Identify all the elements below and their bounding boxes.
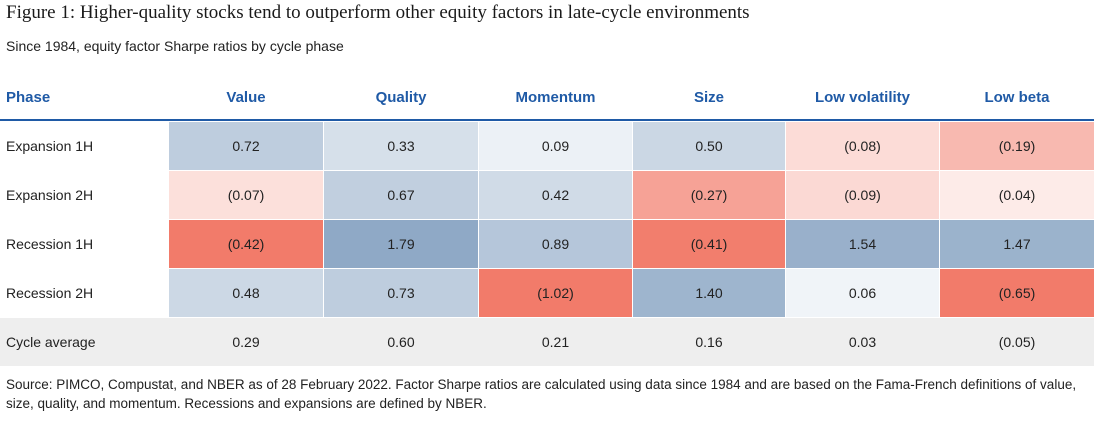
factor-sharpe-table: Phase Value Quality Momentum Size Low vo…	[0, 76, 1094, 366]
cell-cycle-average-size: 0.16	[695, 334, 723, 350]
cell-expansion-1h-low-volatility: (0.08)	[786, 122, 939, 170]
cell-recession-2h-low-volatility: 0.06	[786, 269, 939, 317]
table-row-recession-1h: Recession 1H (0.42) 1.79 0.89 (0.41) 1.54 1.47	[0, 220, 1094, 268]
cell-recession-1h-value: (0.42)	[169, 220, 323, 268]
cell-recession-1h-low-beta: 1.47	[940, 220, 1094, 268]
cell-expansion-2h-size: (0.27)	[633, 171, 785, 219]
cell-cycle-average-momentum: 0.21	[541, 334, 570, 350]
cell-expansion-1h-value: 0.72	[169, 122, 323, 170]
chart-subtitle: Since 1984, equity factor Sharpe ratios …	[6, 38, 344, 54]
table-header-row: Phase Value Quality Momentum Size Low vo…	[0, 76, 1094, 121]
header-low-volatility: Low volatility	[814, 89, 910, 106]
cell-cycle-average-low-volatility: 0.03	[848, 334, 877, 350]
cell-expansion-2h-low-volatility: (0.09)	[786, 171, 939, 219]
header-size: Size	[693, 89, 724, 106]
table-row-cycle-average: Cycle average 0.29 0.60 0.21 0.16 0.03 (0.05)	[0, 318, 1094, 366]
header-phase: Phase	[6, 89, 51, 106]
chart-title: Figure 1: Higher-quality stocks tend to …	[6, 2, 750, 23]
cell-recession-1h-quality: 1.79	[324, 220, 478, 268]
header-momentum: Momentum	[515, 89, 596, 106]
header-low-beta: Low beta	[984, 89, 1050, 106]
table-body: Expansion 1H 0.72 0.33 0.09 0.50 (0.08) (0.19)…	[0, 122, 1094, 366]
cell-recession-2h-size: 1.40	[633, 269, 785, 317]
row-label-cycle-average: Cycle average	[6, 334, 96, 350]
cell-expansion-2h-quality: 0.67	[324, 171, 478, 219]
source-footnote: Source: PIMCO, Compustat, and NBER as of…	[6, 377, 1077, 411]
row-label-expansion-1h: Expansion 1H	[6, 138, 94, 154]
cell-cycle-average-quality: 0.60	[387, 334, 415, 350]
cell-expansion-1h-momentum: 0.09	[479, 122, 632, 170]
table-row-expansion-2h: Expansion 2H (0.07) 0.67 0.42 (0.27) (0.09) (0…	[0, 171, 1094, 219]
cell-recession-1h-size: (0.41)	[633, 220, 785, 268]
cell-expansion-1h-size: 0.50	[633, 122, 785, 170]
cell-recession-2h-quality: 0.73	[324, 269, 478, 317]
cell-recession-2h-value: 0.48	[169, 269, 323, 317]
table-row-expansion-1h: Expansion 1H 0.72 0.33 0.09 0.50 (0.08) (0.19)	[0, 122, 1094, 170]
cell-expansion-2h-low-beta: (0.04)	[940, 171, 1094, 219]
cell-cycle-average-low-beta: (0.05)	[998, 334, 1036, 350]
row-label-recession-2h: Recession 2H	[6, 285, 94, 301]
cell-expansion-2h-value: (0.07)	[169, 171, 323, 219]
header-value: Value	[226, 89, 266, 106]
cell-cycle-average-value: 0.29	[232, 334, 260, 350]
header-quality: Quality	[375, 89, 427, 106]
cell-expansion-1h-low-beta: (0.19)	[940, 122, 1094, 170]
cell-expansion-2h-momentum: 0.42	[479, 171, 632, 219]
row-label-recession-1h: Recession 1H	[6, 236, 94, 252]
table-row-recession-2h: Recession 2H 0.48 0.73 (1.02) 1.40 0.06 (0.65)	[0, 269, 1094, 317]
cell-recession-2h-low-beta: (0.65)	[940, 269, 1094, 317]
cell-recession-1h-momentum: 0.89	[479, 220, 632, 268]
cell-recession-1h-low-volatility: 1.54	[786, 220, 939, 268]
cell-expansion-1h-quality: 0.33	[324, 122, 478, 170]
row-label-expansion-2h: Expansion 2H	[6, 187, 94, 203]
cell-recession-2h-momentum: (1.02)	[479, 269, 632, 317]
